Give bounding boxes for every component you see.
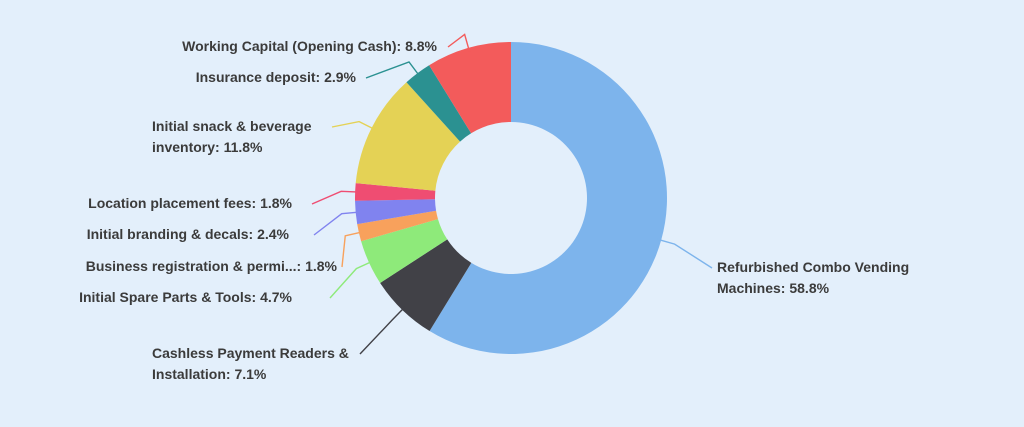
slice-label: Business registration & permi...: 1.8% — [86, 258, 338, 274]
donut-slice — [406, 65, 472, 142]
slice-label: Initial snack & beverage inventory: 11.8% — [152, 118, 312, 155]
donut-slice — [361, 219, 448, 283]
slice-leader-line — [329, 260, 374, 299]
slice-label: Location placement fees: 1.8% — [88, 195, 292, 211]
slice-leader-line — [313, 211, 360, 236]
slice-leader-line — [311, 190, 360, 205]
slice-label: Refurbished Combo Vending Machines: 58.8% — [717, 259, 909, 296]
donut-slice — [355, 199, 437, 225]
donut-slice — [355, 183, 436, 201]
donut-slice — [357, 210, 438, 242]
slice-label: Cashless Payment Readers & Installation: … — [152, 345, 349, 382]
donut-slice — [429, 42, 667, 354]
slice-leader-line — [331, 120, 376, 131]
slice-label: Initial branding & decals: 2.4% — [87, 226, 290, 242]
slice-leader-line — [365, 61, 421, 79]
donut-slice — [429, 42, 511, 134]
donut-slice — [355, 82, 461, 191]
slice-leader-line — [657, 238, 713, 269]
slice-label: Working Capital (Opening Cash): 8.8% — [182, 38, 437, 54]
slice-label: Insurance deposit: 2.9% — [196, 69, 357, 85]
slice-leader-line — [359, 306, 406, 355]
slice-label: Initial Spare Parts & Tools: 4.7% — [79, 289, 292, 305]
slice-leader-line — [341, 231, 363, 268]
slice-leader-line — [447, 33, 471, 52]
